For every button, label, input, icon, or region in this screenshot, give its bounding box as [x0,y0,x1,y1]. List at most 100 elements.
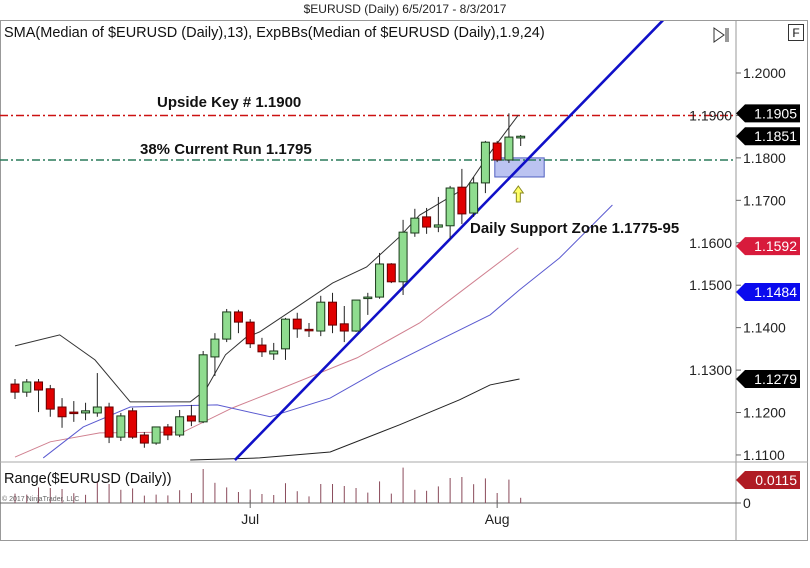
lower-band-line [190,378,520,461]
candle [10,378,20,399]
candle-body [116,415,126,438]
candle [92,373,102,417]
chart-title: $EURUSD (Daily) 6/5/2017 - 8/3/2017 [304,2,507,16]
candle-body [339,323,349,332]
candle [81,402,91,421]
candle-body [175,416,185,436]
candle-body [34,381,44,391]
annotation-current-run: 38% Current Run 1.1795 [140,141,312,158]
candle-body [222,311,232,340]
candle-body [198,354,208,423]
price-tag-shape [736,369,800,388]
candle [257,337,267,357]
scroll-to-end-icon[interactable] [713,27,729,43]
candle [292,312,302,338]
candle [233,309,243,334]
candle [316,295,326,337]
candle-body [480,141,490,184]
candle [351,299,361,332]
candle [457,168,467,225]
candle-body [351,299,361,332]
candle [480,140,490,194]
candle-body [280,318,290,350]
price-tag: 1.1851 [736,127,800,146]
candle-body [22,381,32,393]
upper-band-line [14,114,519,403]
candle [304,322,314,337]
mid-blue-line [42,204,613,459]
price-tag-shape [736,104,800,123]
candle-body [186,415,196,422]
copyright: © 2017 NinjaTrader, LLC [2,495,79,503]
candle [269,342,279,360]
candle [422,207,432,234]
candle [492,140,502,163]
candle-body [139,434,149,444]
candle [151,426,161,445]
svg-text:F: F [792,26,799,40]
candle [504,113,514,163]
price-tick-label: 1.1300 [689,362,732,378]
annotation-upside-key: Upside Key # 1.1900 [157,94,301,111]
candle-body [10,383,20,393]
candle [363,292,373,315]
axes: 1.2000 1.1900 1.1800 1.1700 1.1600 1.1500 1.14… [241,65,800,527]
up-arrow-icon [512,185,525,203]
candle [386,263,396,284]
candle-body [151,426,161,444]
price-tick-label: 1.1900 [689,107,732,123]
candle-body [210,338,220,358]
mid-pink-line [14,247,519,458]
candle-body [375,263,385,298]
candle-body [81,410,91,414]
price-panel [0,21,736,461]
candle-body [386,263,396,283]
candle-body [316,301,326,332]
candle-body [257,344,267,353]
time-tick-label: Aug [485,511,510,527]
candle [328,292,338,334]
chart-frame [0,20,808,541]
price-tag-shape [736,282,800,301]
range-tag-shape [736,471,800,489]
candle [34,378,44,413]
price-tag: 1.1484 [736,282,800,301]
annotation-support-zone: Daily Support Zone 1.1775-95 [470,220,679,237]
indicator-label: SMA(Median of $EURUSD (Daily),13), ExpBB… [4,25,545,41]
candle [433,196,443,233]
candle [469,176,479,217]
range-label: Range($EURUSD (Daily)) [4,471,172,487]
price-tick-label: 1.1700 [743,192,786,208]
price-tag-value: 1.1279 [754,371,797,387]
candle-body [45,388,55,410]
f-button[interactable]: F [788,24,804,41]
candle-body [128,410,138,438]
price-tag: 1.1592 [736,237,800,256]
range-tick-label: 0 [743,495,751,511]
range-panel [14,467,522,503]
candle [222,308,232,343]
candle [280,317,290,360]
price-tag-value: 1.1905 [754,105,797,121]
candle [198,350,208,424]
time-tick-label: Jul [241,511,259,527]
price-tag: 1.1279 [736,369,800,388]
candle [186,404,196,427]
price-tick-label: 1.1500 [689,277,732,293]
candle [445,185,455,239]
candle-body [233,311,243,323]
candle [57,398,67,428]
candle [516,134,526,146]
price-tag-shape [736,127,800,146]
candle [210,333,220,377]
candle-body [445,187,455,227]
candle-body [269,350,279,355]
candle-body [163,426,173,436]
candle-body [104,406,114,438]
candle [69,401,79,422]
price-tick-label: 1.1600 [689,235,732,251]
candle-body [92,406,102,414]
candle [139,432,149,448]
price-tick-label: 1.1400 [743,320,786,336]
